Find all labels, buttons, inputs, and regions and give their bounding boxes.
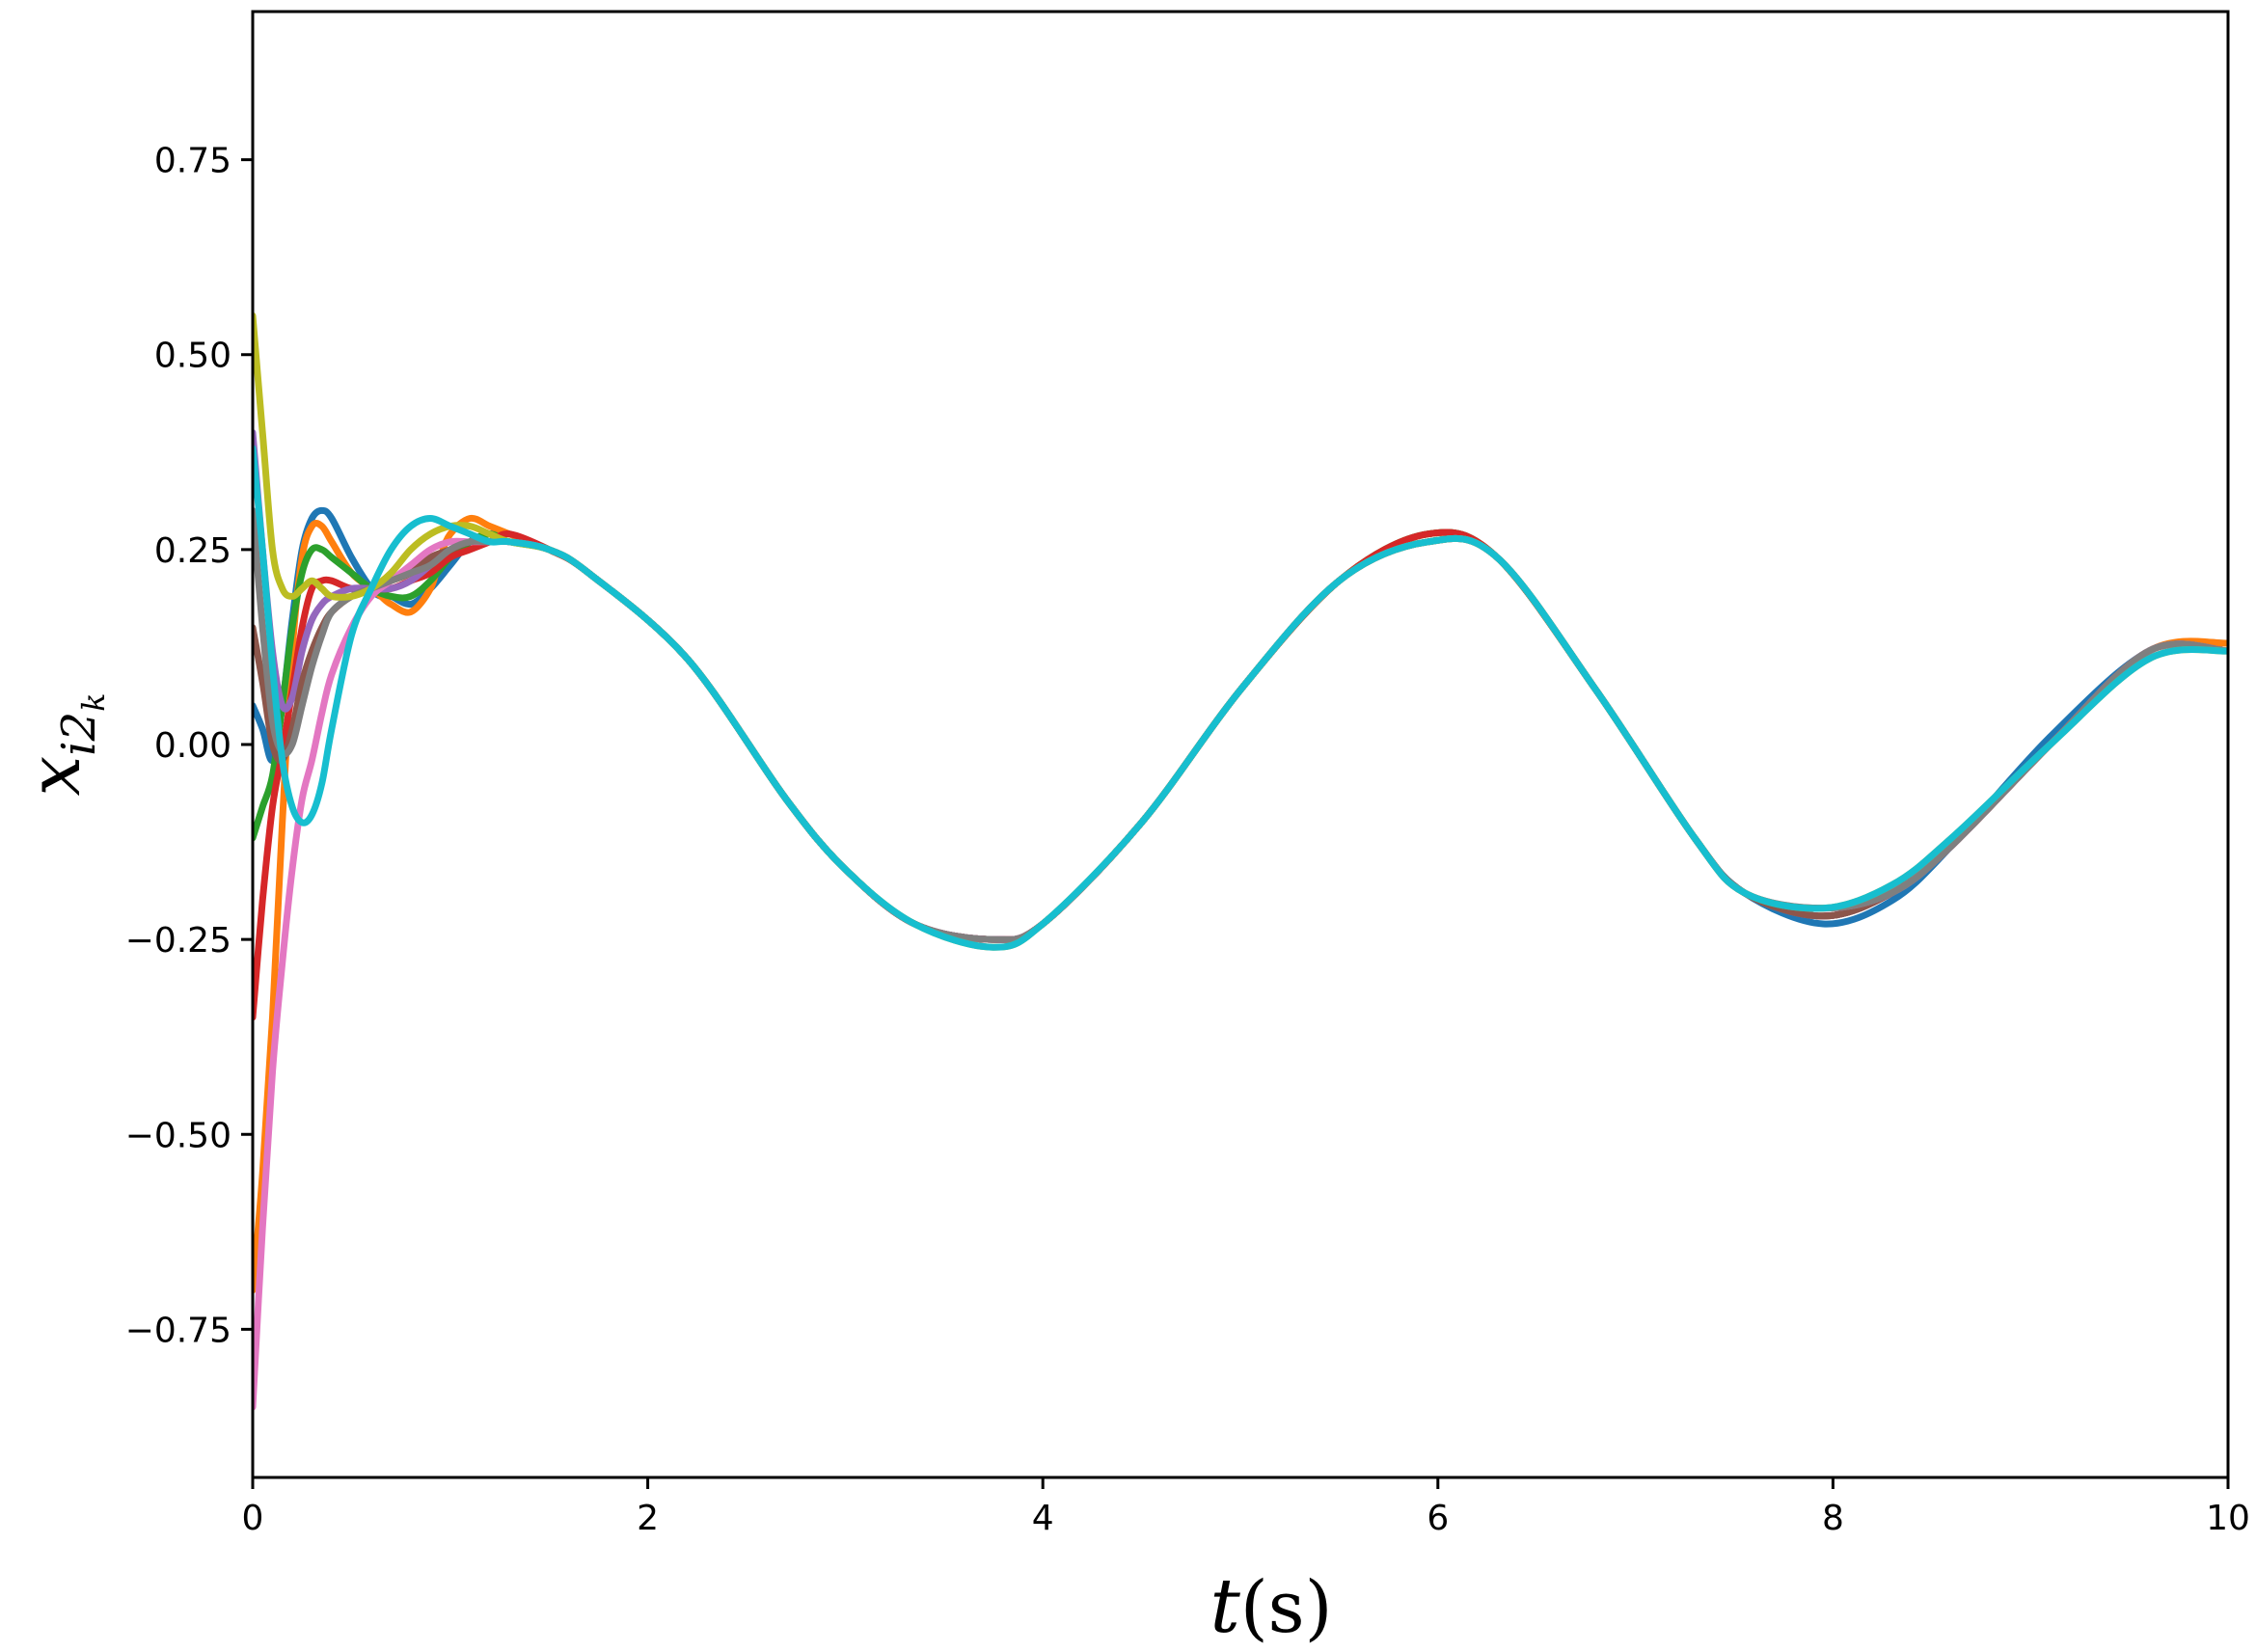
x-tick-label: 2 (637, 1499, 659, 1538)
y-tick-label: 0.50 (154, 337, 231, 376)
series-layer (253, 311, 2228, 1411)
y-axis-variable: x (14, 756, 96, 797)
x-axis-variable: t (1210, 1563, 1240, 1650)
y-tick-label: −0.75 (125, 1311, 231, 1350)
y-axis-subscript: i2 (52, 712, 106, 756)
x-tick-label: 4 (1032, 1499, 1054, 1538)
series-line-10 (253, 445, 2228, 951)
y-tick-label: 0.75 (154, 142, 231, 181)
x-tick-label: 6 (1427, 1499, 1449, 1538)
y-tick-label: 0.00 (154, 726, 231, 766)
x-axis-label: t(s) (1210, 1563, 1332, 1650)
y-axis-subsubscript: k (75, 692, 112, 711)
x-axis: 0 2 4 6 8 10 (242, 1477, 2250, 1538)
y-axis: −0.75 −0.50 −0.25 0.00 0.25 0.50 0.75 (125, 142, 253, 1350)
y-axis-label: xi2k (14, 692, 112, 796)
x-tick-label: 8 (1822, 1499, 1844, 1538)
y-tick-label: −0.25 (125, 921, 231, 961)
x-axis-unit: (s) (1240, 1566, 1333, 1649)
x-tick-label: 0 (242, 1499, 264, 1538)
y-tick-label: −0.50 (125, 1116, 231, 1155)
x-tick-label: 10 (2206, 1499, 2250, 1538)
y-tick-label: 0.25 (154, 531, 231, 571)
